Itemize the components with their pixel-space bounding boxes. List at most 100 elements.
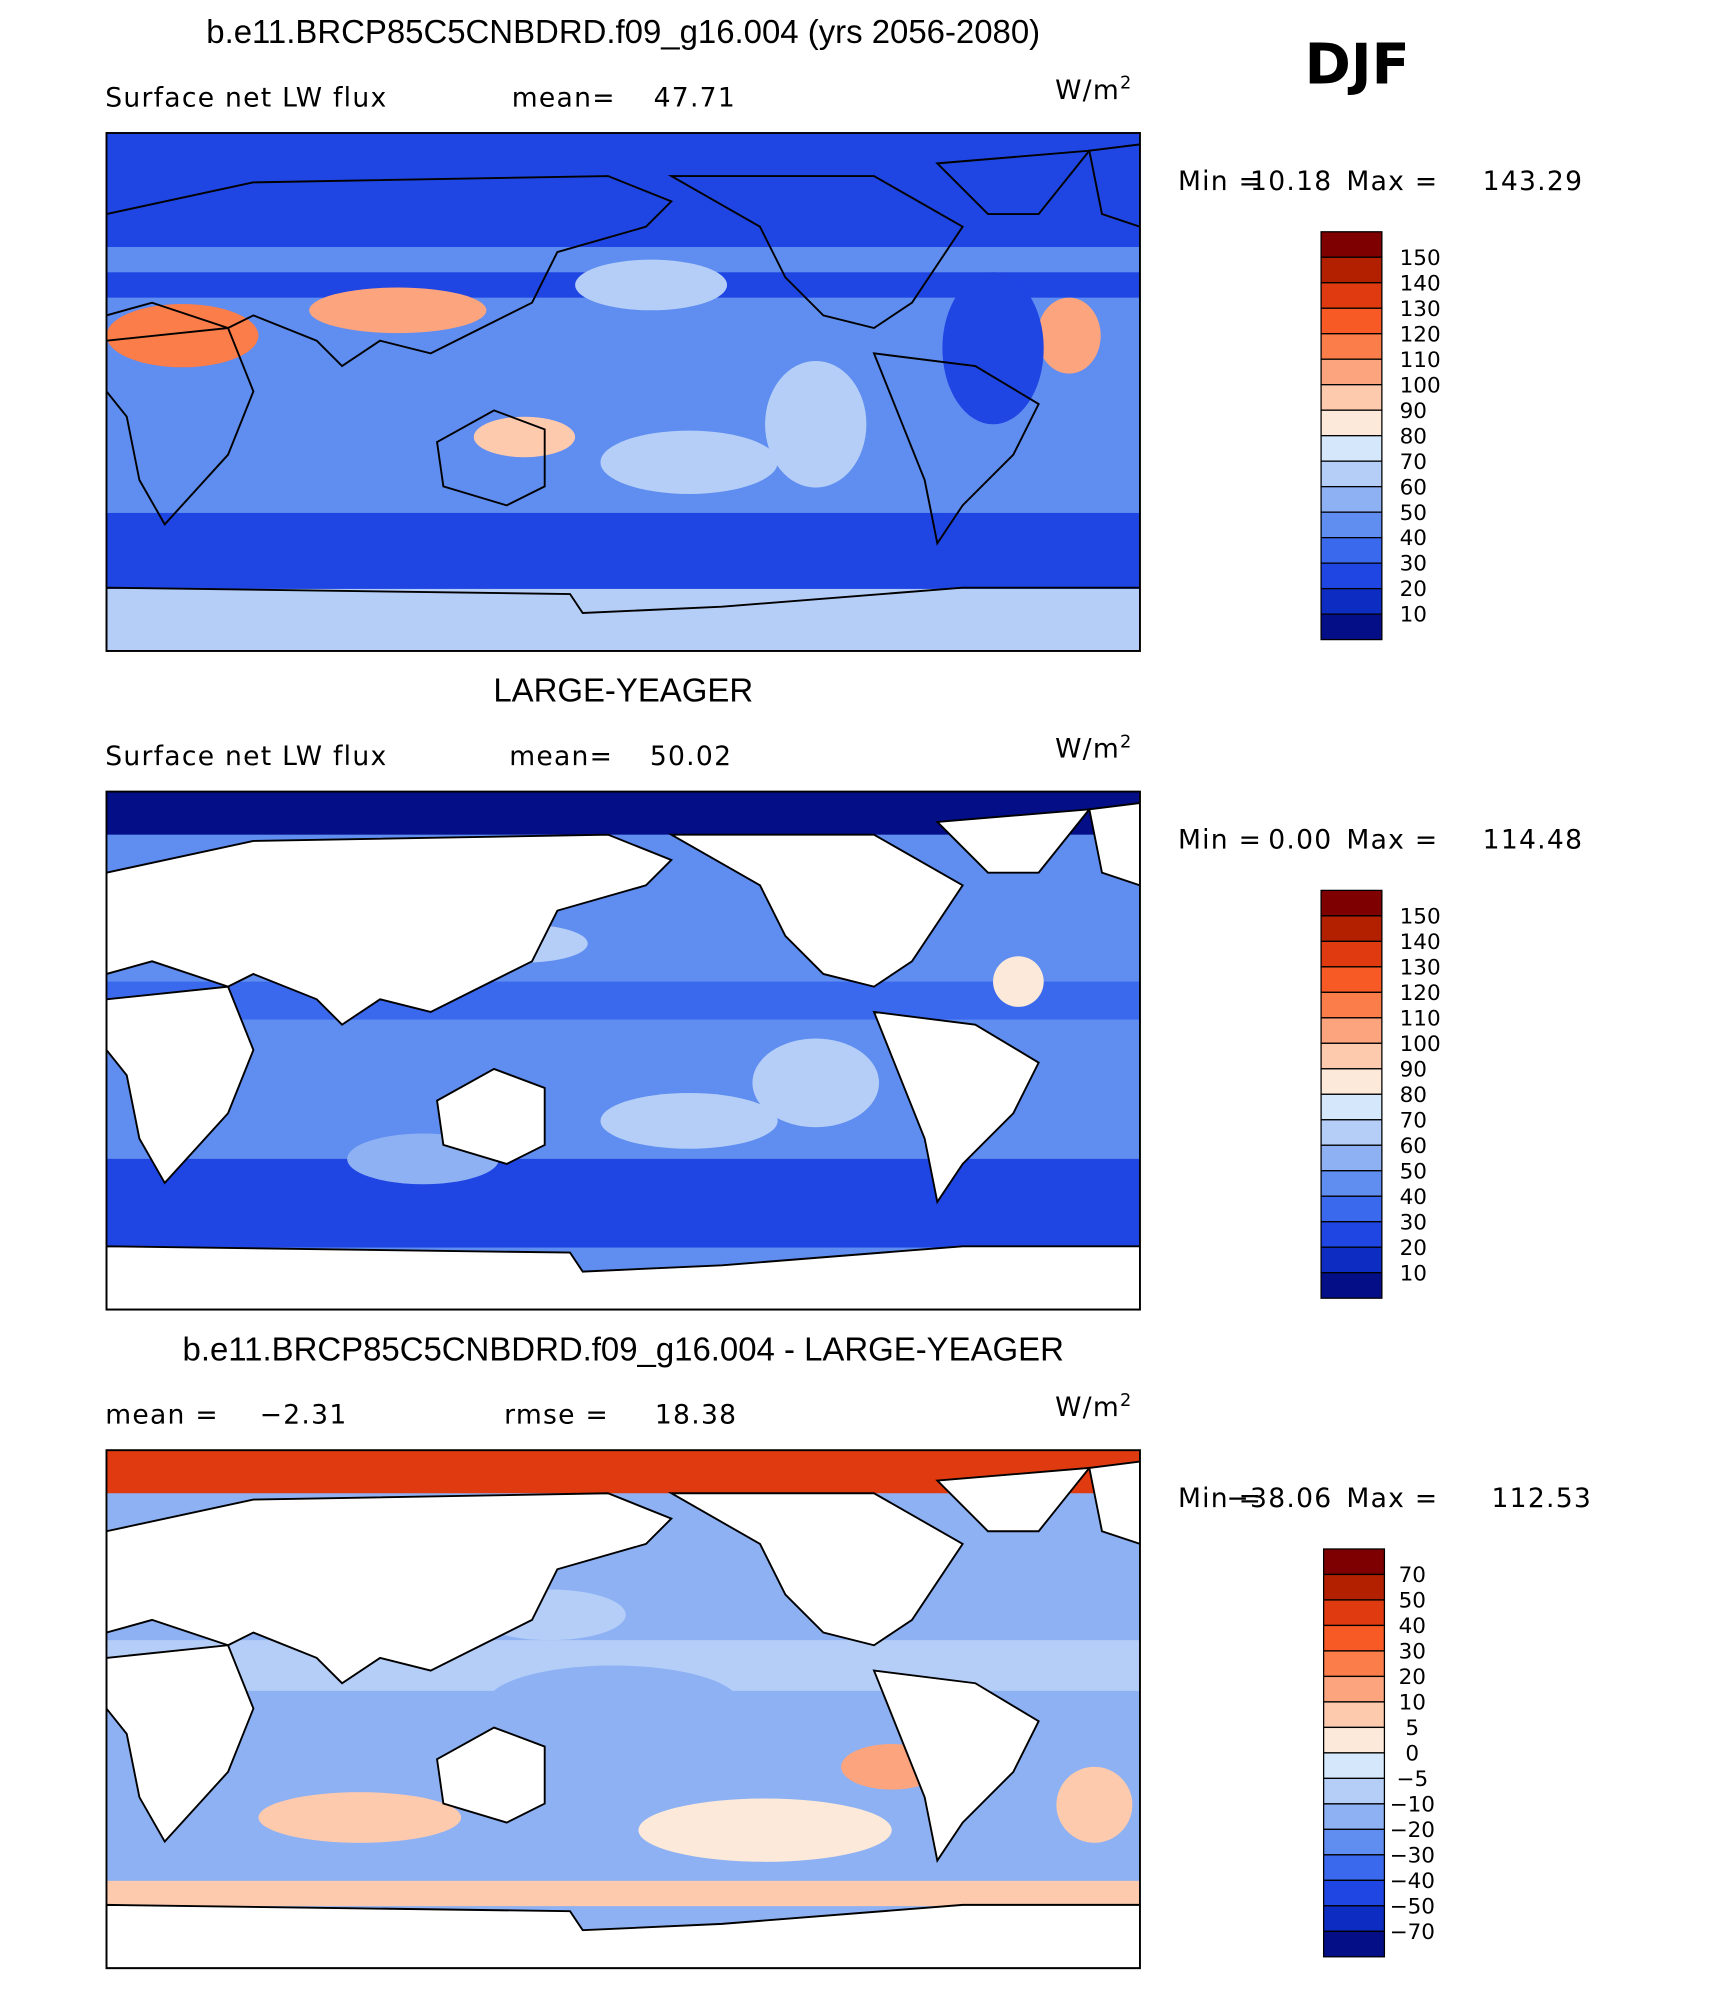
- colorbar-label: −70: [1390, 1920, 1435, 1945]
- continent: [106, 327, 255, 526]
- continent: [935, 149, 1092, 215]
- colorbar-box: [1320, 1119, 1383, 1146]
- colorbar-box: [1320, 1068, 1383, 1095]
- colorbar-box: [1322, 1624, 1386, 1652]
- colorbar-box: [1322, 1879, 1386, 1907]
- continent: [106, 985, 255, 1185]
- units-superscript: 2: [1120, 74, 1133, 94]
- colorbar-box: [1322, 1548, 1386, 1576]
- continent: [436, 1067, 546, 1165]
- colorbar-box: [1320, 511, 1383, 539]
- continent: [1088, 802, 1140, 887]
- continent: [667, 175, 965, 330]
- continent: [667, 833, 965, 988]
- continent: [935, 1466, 1092, 1533]
- colorbar-label: 90: [1400, 399, 1427, 424]
- continent: [106, 1644, 255, 1844]
- colorbar-label: 40: [1400, 526, 1427, 551]
- colorbar-box: [1320, 613, 1383, 641]
- colorbar-label: −10: [1390, 1792, 1435, 1817]
- map-field: [575, 259, 728, 311]
- colorbar-label: 50: [1399, 1589, 1426, 1614]
- colorbar-box: [1320, 1195, 1383, 1223]
- min-max: 112.53: [1492, 1483, 1593, 1514]
- continent: [436, 1726, 546, 1824]
- colorbar-label: 150: [1400, 904, 1441, 929]
- colorbar-label: −20: [1390, 1818, 1435, 1843]
- continent: [106, 175, 674, 368]
- colorbar-label: 30: [1399, 1640, 1426, 1665]
- colorbar-box: [1320, 1017, 1383, 1044]
- panel-subtitle: mean =: [105, 1400, 219, 1431]
- map-field: [258, 1792, 462, 1843]
- colorbar-label: 130: [1400, 955, 1441, 980]
- map-field: [765, 360, 867, 488]
- continent: [667, 1492, 965, 1647]
- map-field: [106, 981, 1140, 1020]
- colorbar-label: 120: [1400, 981, 1441, 1006]
- colorbar-label: 120: [1400, 322, 1441, 347]
- panel-subtitle: 47.71: [654, 82, 736, 113]
- min-max: −38.06: [1227, 1483, 1333, 1514]
- colorbar-label: 140: [1400, 930, 1441, 955]
- colorbar-label: 110: [1400, 1006, 1441, 1031]
- continent: [935, 808, 1092, 874]
- colorbar-label: 60: [1400, 475, 1427, 500]
- map-field: [600, 1093, 778, 1149]
- map-field: [638, 1798, 892, 1862]
- min-max: 0.00: [1268, 825, 1332, 856]
- colorbar-box: [1320, 333, 1383, 360]
- colorbar-box: [1322, 1905, 1386, 1932]
- panel-subtitle: rmse =: [504, 1400, 609, 1431]
- map: [106, 1450, 1140, 1969]
- colorbar-box: [1320, 966, 1383, 993]
- map-field: [486, 1665, 740, 1742]
- colorbar-label: 80: [1400, 1083, 1427, 1108]
- map-field: [106, 512, 1140, 589]
- colorbar-label: 40: [1399, 1614, 1426, 1639]
- panel-subtitle: −2.31: [260, 1400, 348, 1431]
- min-max: 114.48: [1483, 825, 1584, 856]
- colorbar-box: [1320, 384, 1383, 411]
- colorbar-box: [1320, 915, 1383, 942]
- colorbar-label: 140: [1400, 271, 1441, 296]
- colorbar-box: [1320, 358, 1383, 386]
- map-field: [106, 1158, 1140, 1248]
- min-max: Min =: [1178, 166, 1262, 197]
- colorbar-label: 80: [1400, 424, 1427, 449]
- colorbar-box: [1322, 1726, 1386, 1754]
- panel-subtitle: mean=: [512, 82, 616, 113]
- units: W/m2: [1055, 1391, 1132, 1423]
- colorbar-box: [1320, 1170, 1383, 1197]
- colorbar-box: [1320, 231, 1383, 258]
- colorbar-box: [1320, 435, 1383, 462]
- colorbar-box: [1320, 1042, 1383, 1070]
- colorbar-label: 130: [1400, 297, 1441, 322]
- colorbar-label: 30: [1400, 1210, 1427, 1235]
- colorbar-box: [1320, 940, 1383, 968]
- map-frame: [105, 132, 1141, 652]
- colorbar-label: 50: [1400, 1159, 1427, 1184]
- colorbar-box: [1320, 1272, 1383, 1299]
- colorbar-box: [1322, 1599, 1386, 1627]
- colorbar-box: [1322, 1752, 1386, 1780]
- colorbar-label: 110: [1400, 348, 1441, 373]
- colorbar-box: [1320, 1221, 1383, 1248]
- colorbar-box: [1322, 1803, 1386, 1830]
- map-field: [1056, 1766, 1133, 1843]
- map-field: [309, 287, 487, 334]
- colorbar-box: [1322, 1701, 1386, 1729]
- units-superscript: 2: [1120, 1391, 1133, 1411]
- map-field: [600, 430, 778, 494]
- continent: [106, 586, 1140, 652]
- colorbar-label: 100: [1400, 373, 1441, 398]
- colorbar-box: [1322, 1675, 1386, 1703]
- season-label: DJF: [1305, 33, 1410, 98]
- map-field: [106, 303, 259, 368]
- map-field: [106, 1880, 1140, 1907]
- colorbar-label: 20: [1399, 1665, 1426, 1690]
- colorbar-label: −50: [1390, 1894, 1435, 1919]
- continent: [436, 409, 546, 507]
- continent: [106, 833, 674, 1026]
